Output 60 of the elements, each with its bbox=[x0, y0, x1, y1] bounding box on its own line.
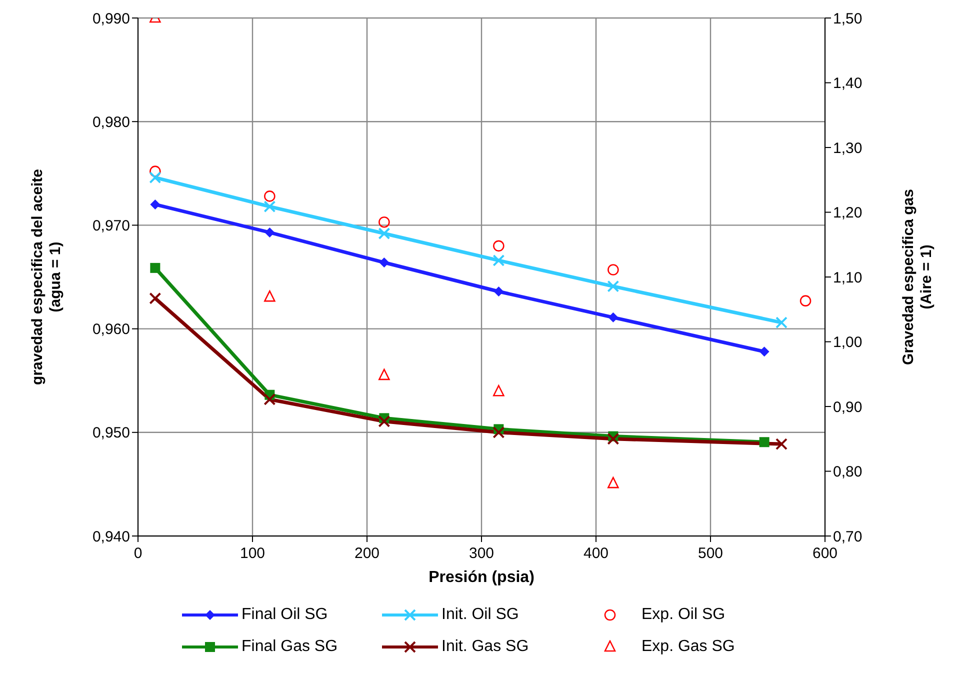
legend-label: Exp. Oil SG bbox=[642, 606, 726, 624]
x-tick-label: 600 bbox=[812, 545, 838, 562]
point bbox=[492, 426, 505, 438]
point bbox=[608, 312, 618, 322]
y-tick-label: 0,970 bbox=[92, 218, 130, 235]
point bbox=[775, 438, 788, 450]
y2-tick-label: 1,30 bbox=[833, 140, 862, 157]
point bbox=[264, 227, 275, 238]
x-tick-label: 300 bbox=[468, 545, 494, 562]
point bbox=[150, 262, 160, 273]
point bbox=[378, 216, 390, 228]
point bbox=[264, 190, 276, 202]
point bbox=[608, 264, 619, 276]
point bbox=[264, 393, 276, 406]
point bbox=[800, 295, 812, 306]
point bbox=[493, 240, 504, 252]
x-axis-title: Presión (psia) bbox=[428, 569, 534, 586]
point bbox=[378, 415, 390, 428]
y2-tick-label: 1,40 bbox=[833, 75, 862, 92]
y2-tick-label: 1,00 bbox=[833, 334, 862, 352]
x-tick-label: 0 bbox=[134, 545, 142, 562]
y-tick-label: 0,990 bbox=[92, 10, 130, 28]
x-tick-label: 500 bbox=[698, 545, 724, 562]
y2-tick-label: 0,90 bbox=[833, 398, 862, 416]
legend-label: Init. Oil SG bbox=[442, 606, 519, 624]
point bbox=[149, 292, 162, 304]
point bbox=[149, 172, 162, 184]
point bbox=[607, 280, 620, 292]
point bbox=[759, 437, 770, 448]
legend-label: Init. Gas SG bbox=[442, 638, 529, 656]
x-tick-label: 400 bbox=[583, 545, 609, 562]
y-tick-label: 0,960 bbox=[92, 321, 130, 338]
point bbox=[150, 199, 160, 210]
point bbox=[379, 257, 390, 268]
y-axis-title: gravedad especifica del aceite (agua = 1) bbox=[29, 169, 64, 385]
point bbox=[608, 476, 619, 488]
point bbox=[493, 384, 504, 396]
point bbox=[264, 290, 276, 302]
y2-tick-label: 1,20 bbox=[833, 204, 862, 222]
point bbox=[775, 316, 788, 329]
point bbox=[607, 432, 620, 445]
x-tick-label: 100 bbox=[240, 545, 266, 562]
y2-tick-label: 0,70 bbox=[833, 528, 862, 546]
x-tick-label: 200 bbox=[354, 545, 380, 562]
point bbox=[492, 254, 505, 266]
y-tick-label: 0,940 bbox=[92, 528, 130, 546]
point bbox=[759, 346, 770, 357]
y2-tick-label: 0,80 bbox=[833, 464, 862, 481]
y2-tick-label: 1,10 bbox=[833, 269, 862, 286]
point bbox=[378, 227, 390, 240]
point bbox=[264, 200, 276, 213]
legend-label: Exp. Gas SG bbox=[642, 638, 735, 656]
y-tick-label: 0,950 bbox=[92, 424, 130, 442]
point bbox=[494, 286, 504, 297]
y-tick-label: 0,980 bbox=[92, 114, 130, 131]
y2-tick-label: 1,50 bbox=[833, 10, 862, 28]
legend-label: Final Gas SG bbox=[242, 638, 338, 656]
y2-axis-title: Gravedad especifica gas (Aire = 1) bbox=[900, 189, 935, 365]
legend-label: Final Oil SG bbox=[242, 606, 328, 624]
point bbox=[378, 368, 390, 380]
